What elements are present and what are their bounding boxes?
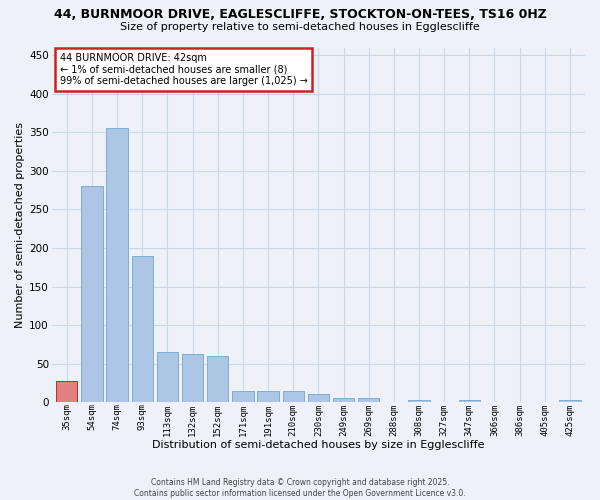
Bar [131, 256, 153, 402]
Bar [182, 354, 203, 402]
Bar [333, 398, 354, 402]
Bar [458, 400, 480, 402]
Bar [81, 186, 103, 402]
Text: 44, BURNMOOR DRIVE, EAGLESCLIFFE, STOCKTON-ON-TEES, TS16 0HZ: 44, BURNMOOR DRIVE, EAGLESCLIFFE, STOCKT… [53, 8, 547, 20]
Bar [106, 128, 128, 402]
Bar [56, 380, 77, 402]
Bar [559, 400, 581, 402]
Bar [207, 356, 229, 402]
Bar [283, 390, 304, 402]
Bar [257, 390, 279, 402]
Bar [408, 400, 430, 402]
X-axis label: Distribution of semi-detached houses by size in Egglescliffe: Distribution of semi-detached houses by … [152, 440, 485, 450]
Bar [358, 398, 379, 402]
Text: Size of property relative to semi-detached houses in Egglescliffe: Size of property relative to semi-detach… [120, 22, 480, 32]
Bar [232, 390, 254, 402]
Y-axis label: Number of semi-detached properties: Number of semi-detached properties [15, 122, 25, 328]
Bar [308, 394, 329, 402]
Text: Contains HM Land Registry data © Crown copyright and database right 2025.
Contai: Contains HM Land Registry data © Crown c… [134, 478, 466, 498]
Bar [157, 352, 178, 402]
Text: 44 BURNMOOR DRIVE: 42sqm
← 1% of semi-detached houses are smaller (8)
99% of sem: 44 BURNMOOR DRIVE: 42sqm ← 1% of semi-de… [59, 53, 308, 86]
